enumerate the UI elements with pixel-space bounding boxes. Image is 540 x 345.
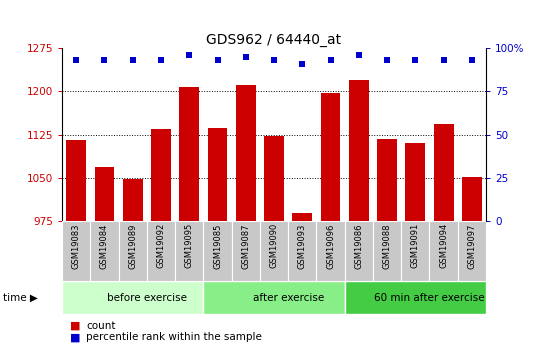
Text: percentile rank within the sample: percentile rank within the sample [86,333,262,342]
Point [213,58,222,63]
Bar [236,85,255,221]
Bar [377,139,397,221]
Title: GDS962 / 64440_at: GDS962 / 64440_at [206,33,342,47]
Point [241,54,250,60]
Text: GSM19086: GSM19086 [354,223,363,269]
Bar [406,143,425,221]
Text: ■: ■ [70,333,80,342]
Text: GSM19084: GSM19084 [100,223,109,269]
Bar [204,281,345,314]
Bar [462,177,482,221]
Bar [321,93,340,221]
Text: GSM19091: GSM19091 [411,223,420,268]
Point [354,52,363,58]
Text: GSM19094: GSM19094 [439,223,448,268]
Text: after exercise: after exercise [253,293,324,303]
Point [383,58,391,63]
Bar [147,221,175,281]
Bar [208,128,227,221]
Bar [90,221,119,281]
Bar [434,124,454,221]
Text: GSM19097: GSM19097 [468,223,476,269]
Point [72,58,80,63]
Bar [260,221,288,281]
Bar [179,87,199,221]
Point [411,58,420,63]
Text: GSM19092: GSM19092 [157,223,165,268]
Point [157,58,165,63]
Bar [123,179,143,221]
Text: count: count [86,321,116,331]
Bar [429,221,458,281]
Text: GSM19090: GSM19090 [269,223,279,268]
Bar [401,221,429,281]
Point [100,58,109,63]
Text: GSM19088: GSM19088 [382,223,392,269]
Point [270,58,279,63]
Point [129,58,137,63]
Text: 60 min after exercise: 60 min after exercise [374,293,485,303]
Bar [264,136,284,221]
Text: GSM19087: GSM19087 [241,223,251,269]
Bar [66,140,86,221]
Text: GSM19093: GSM19093 [298,223,307,269]
Point [440,58,448,63]
Text: ■: ■ [70,321,80,331]
Bar [94,167,114,221]
Point [326,58,335,63]
Text: GSM19096: GSM19096 [326,223,335,269]
Point [468,58,476,63]
Bar [232,221,260,281]
Bar [175,221,204,281]
Bar [62,221,90,281]
Text: time ▶: time ▶ [3,293,38,303]
Bar [345,281,486,314]
Text: GSM19083: GSM19083 [72,223,81,269]
Bar [345,221,373,281]
Bar [151,129,171,221]
Bar [293,213,312,221]
Text: before exercise: before exercise [107,293,187,303]
Bar [458,221,486,281]
Bar [349,80,369,221]
Text: GSM19085: GSM19085 [213,223,222,269]
Point [298,61,307,67]
Bar [373,221,401,281]
Bar [204,221,232,281]
Text: GSM19089: GSM19089 [129,223,137,269]
Bar [119,221,147,281]
Bar [288,221,316,281]
Text: GSM19095: GSM19095 [185,223,194,268]
Point [185,52,193,58]
Bar [316,221,345,281]
Bar [62,281,204,314]
